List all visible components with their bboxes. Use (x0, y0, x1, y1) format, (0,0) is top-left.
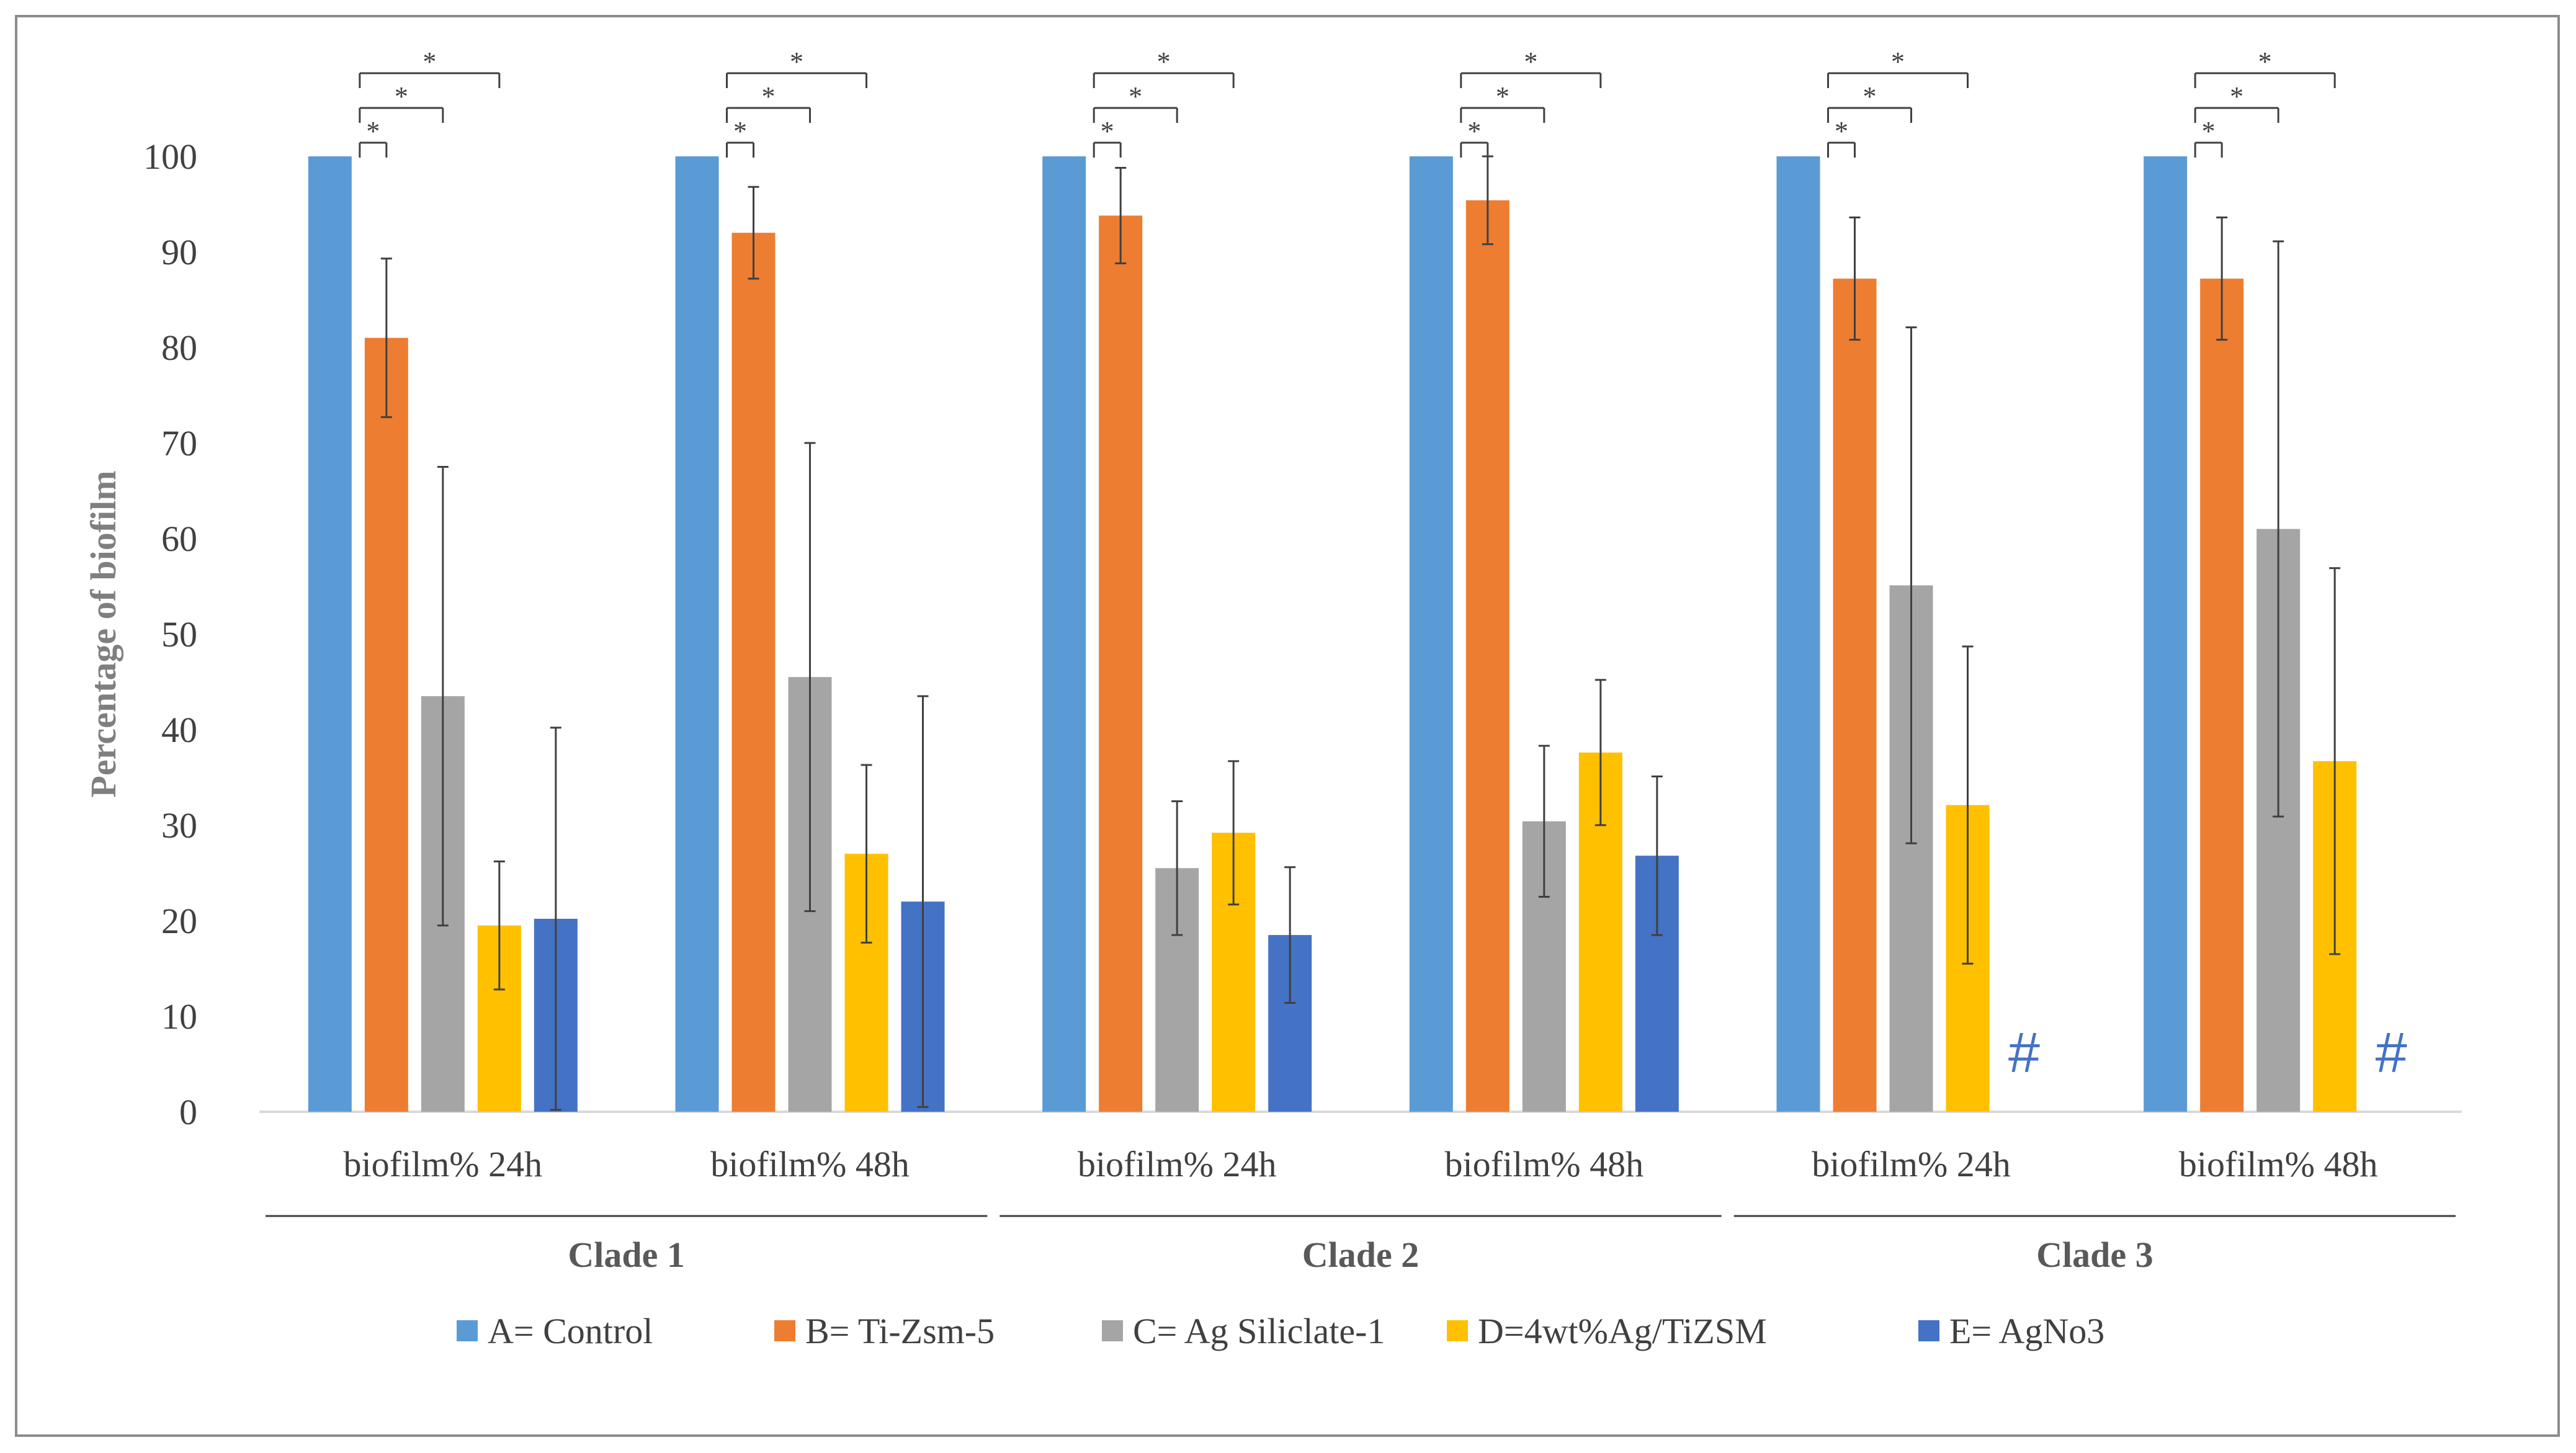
group-label: Clade 3 (2036, 1235, 2153, 1275)
significance-marker: * (762, 81, 776, 112)
significance-marker: * (733, 116, 747, 146)
y-tick-label: 40 (161, 710, 197, 750)
group-label: Clade 2 (1302, 1235, 1420, 1275)
missing-data-marker: # (2376, 1021, 2407, 1084)
legend-swatch-e (1918, 1320, 1939, 1341)
bar-b (731, 233, 776, 1112)
y-tick-label: 10 (161, 996, 197, 1037)
bar-a (308, 156, 352, 1112)
y-tick-label: 60 (161, 519, 197, 559)
category-label: biofilm% 24h (1078, 1144, 1277, 1184)
category-label: biofilm% 48h (1445, 1144, 1644, 1184)
category-label: biofilm% 48h (2179, 1144, 2378, 1184)
significance-marker: * (1863, 81, 1877, 112)
bar-b (1465, 200, 1509, 1112)
y-axis-title: Percentage of biofilm (83, 470, 123, 797)
significance-marker: * (1835, 116, 1848, 146)
significance-marker: * (1129, 81, 1142, 112)
significance-marker: * (2230, 81, 2243, 112)
bar-chart: 0 10 20 30 40 50 60 70 80 90 100 Percentage of biof… (83, 47, 2462, 1351)
bar-b (1099, 215, 1143, 1112)
significance-marker: * (1101, 116, 1114, 146)
y-tick-label: 100 (143, 136, 197, 177)
y-tick-label: 30 (161, 805, 197, 846)
category-label: biofilm% 24h (1812, 1144, 2011, 1184)
bar-b (1833, 279, 1877, 1112)
significance-marker: * (1496, 81, 1509, 112)
group-label: Clade 1 (568, 1235, 685, 1275)
y-tick-label: 70 (161, 423, 197, 463)
legend-label-c: C= Ag Siliclate-1 (1133, 1311, 1385, 1351)
significance-marker: * (2258, 47, 2272, 77)
bar-a (1409, 156, 1453, 1112)
legend-label-b: B= Ti-Zsm-5 (805, 1311, 995, 1351)
significance-marker: * (1891, 47, 1905, 77)
y-tick-label: 20 (161, 901, 197, 941)
significance-marker: * (1157, 47, 1171, 77)
category-label: biofilm% 24h (344, 1144, 543, 1184)
bar-a (1042, 156, 1086, 1112)
legend-swatch-a (457, 1320, 478, 1341)
bar-a (1776, 156, 1820, 1112)
significance-marker: * (395, 81, 408, 112)
legend-label-a: A= Control (488, 1311, 653, 1351)
category-label: biofilm% 48h (710, 1144, 910, 1184)
legend-swatch-b (774, 1320, 795, 1341)
bar-b (364, 338, 408, 1112)
significance-marker: * (1524, 47, 1537, 77)
bar-a (675, 156, 719, 1112)
y-tick-label: 50 (161, 614, 197, 655)
legend-swatch-c (1102, 1320, 1123, 1341)
chart-frame: 0 10 20 30 40 50 60 70 80 90 100 Percentage of biof… (15, 15, 2560, 1437)
y-tick-label: 0 (179, 1092, 197, 1132)
y-tick-label: 80 (161, 328, 197, 368)
significance-marker: * (423, 47, 436, 77)
bar-b (2200, 279, 2244, 1112)
significance-marker: * (366, 116, 380, 146)
legend-label-e: E= AgNo3 (1949, 1311, 2104, 1351)
significance-marker: * (790, 47, 803, 77)
bar-a (2144, 156, 2188, 1112)
significance-marker: * (1467, 116, 1481, 146)
missing-data-marker: # (2008, 1021, 2040, 1084)
y-tick-label: 90 (161, 232, 197, 272)
legend-label-d: D=4wt%Ag/TiZSM (1478, 1311, 1767, 1351)
legend-swatch-d (1447, 1320, 1468, 1341)
significance-marker: * (2202, 116, 2216, 146)
